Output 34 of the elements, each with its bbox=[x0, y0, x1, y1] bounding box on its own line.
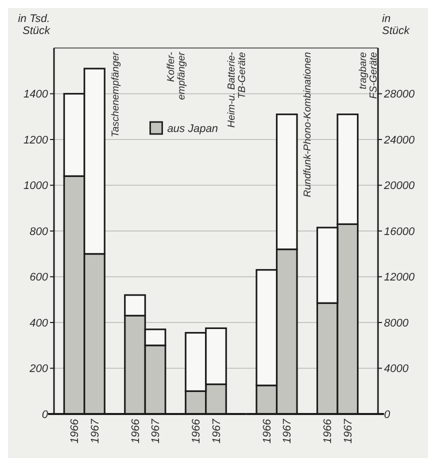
x-tick-label: 1966 bbox=[190, 418, 203, 444]
x-tick-label: 1966 bbox=[261, 418, 274, 444]
y-tick-label: 1400 bbox=[24, 88, 49, 101]
annotation: Taschenempfänger bbox=[110, 51, 122, 138]
y-tick-label: 12000 bbox=[384, 272, 416, 284]
annotation: Koffer- empfänger bbox=[166, 51, 188, 100]
y-tick-label: 800 bbox=[30, 226, 49, 238]
x-tick-label: 1967 bbox=[89, 418, 102, 444]
x-tick-label: 1966 bbox=[69, 418, 82, 444]
y-tick-label: 4000 bbox=[384, 363, 410, 376]
y-axis-title: in Tsd. Stück bbox=[18, 12, 50, 37]
x-tick-label: 1967 bbox=[342, 418, 354, 444]
annotation: tragbare FS-Geräte bbox=[358, 52, 380, 99]
y-tick-label: 0 bbox=[42, 408, 49, 421]
y-tick-label: 0 bbox=[384, 408, 391, 421]
x-tick-label: 1966 bbox=[130, 418, 142, 444]
x-tick-label: 1967 bbox=[210, 418, 223, 444]
y-tick-label: 8000 bbox=[384, 317, 410, 330]
x-tick-label: 1967 bbox=[282, 418, 294, 444]
y-tick-label: 600 bbox=[30, 272, 49, 284]
y-tick-label: 20000 bbox=[383, 180, 416, 192]
y-tick-label: 200 bbox=[28, 363, 49, 376]
y-tick-label: 1200 bbox=[24, 134, 49, 146]
legend-label: aus Japan bbox=[167, 122, 218, 135]
y-tick-label: 400 bbox=[30, 317, 49, 330]
x-tick-label: 1966 bbox=[322, 418, 334, 444]
y-tick-label: 24000 bbox=[383, 134, 416, 146]
y-tick-label: 28000 bbox=[383, 88, 416, 101]
y-tick-label: 1000 bbox=[24, 180, 49, 192]
annotation: Rundfunk-Phono-Kombinationen bbox=[302, 52, 314, 198]
y-tick-label: 16000 bbox=[384, 226, 416, 238]
x-tick-label: 1967 bbox=[150, 418, 162, 444]
y-axis-title: in Stück bbox=[382, 12, 410, 37]
annotation: Heim-u. Batterie- TB-Geräte bbox=[226, 51, 248, 128]
